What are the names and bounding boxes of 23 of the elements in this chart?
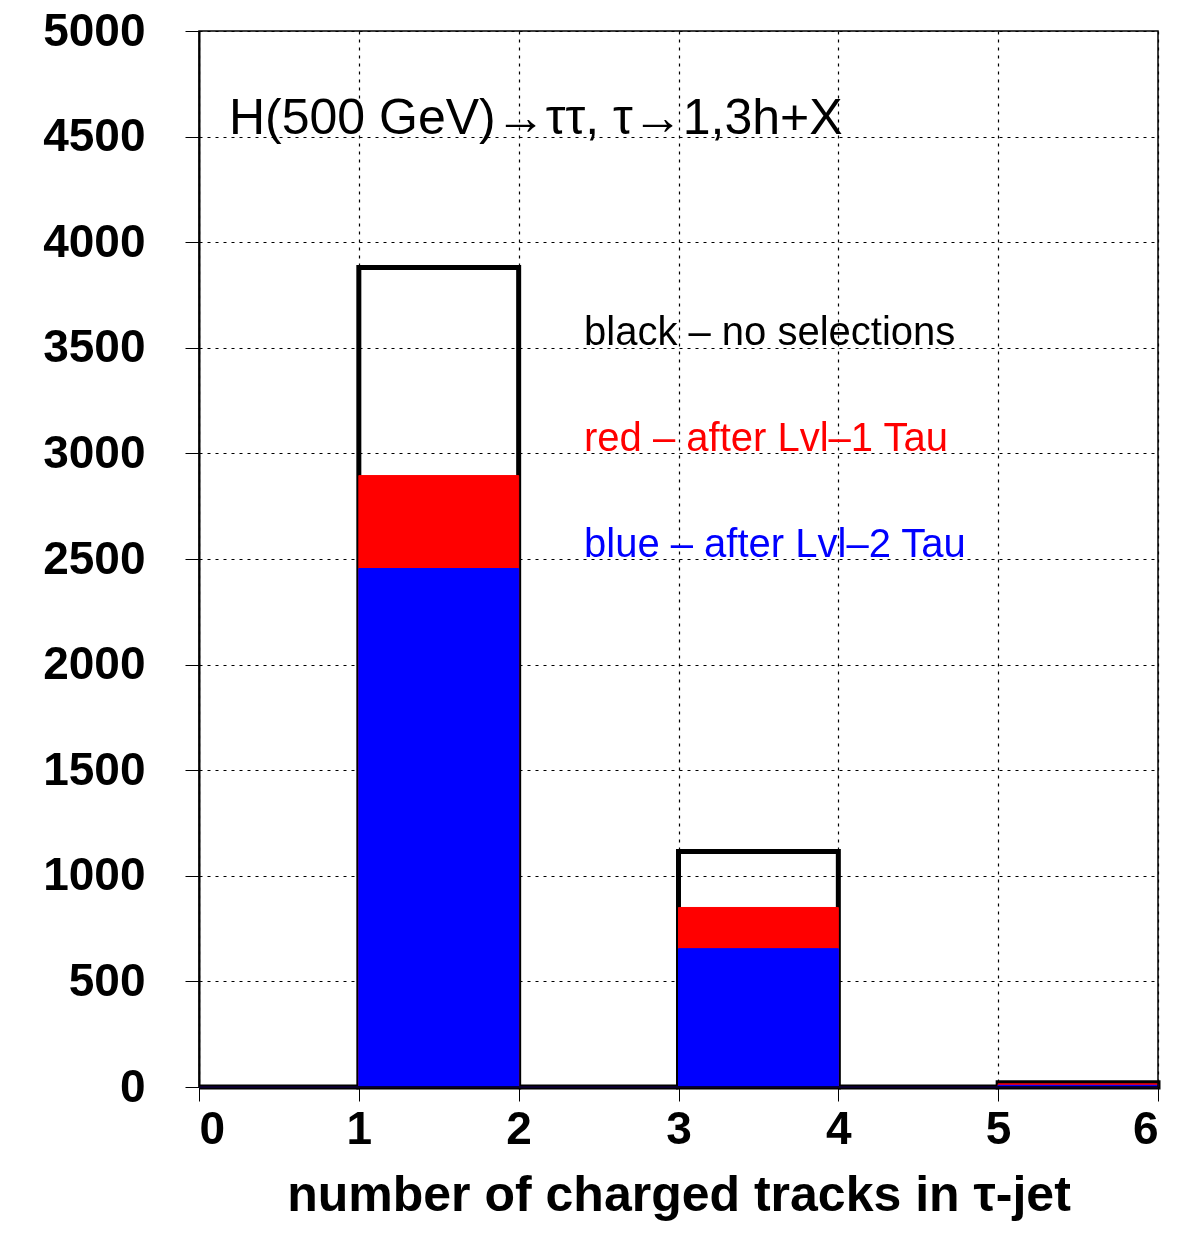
y-tick-label: 4000: [43, 214, 146, 267]
x-tick-label: 3: [666, 1101, 692, 1154]
x-tick-label: 0: [199, 1101, 226, 1154]
series-label: red – after Lvl–1 Tau: [584, 415, 948, 459]
series-label: black – no selections: [584, 309, 956, 353]
series-label: blue – after Lvl–2 Tau: [584, 521, 966, 565]
x-tick-label: 6: [1132, 1101, 1159, 1154]
y-tick-label: 4500: [43, 109, 146, 162]
x-tick-label: 4: [826, 1101, 853, 1154]
y-tick-label: 1500: [43, 742, 146, 795]
y-tick-label: 2000: [43, 637, 146, 690]
y-tick-label: 5000: [43, 3, 146, 56]
x-tick-label: 2: [506, 1101, 532, 1154]
y-tick-label: 500: [68, 953, 146, 1006]
x-tick-label: 1: [346, 1101, 373, 1154]
x-tick-label: 5: [985, 1101, 1012, 1154]
y-tick-label: 1000: [43, 848, 146, 901]
y-tick-label: 0: [119, 1059, 146, 1112]
text: H(500 GeV)→ττ, τ→1,3h+X: [229, 89, 843, 145]
y-tick-label: 2500: [43, 531, 146, 584]
y-tick-label: 3500: [43, 320, 146, 373]
x-axis-title: number of charged tracks in τ-jet: [287, 1165, 1072, 1222]
y-tick-label: 3000: [43, 425, 146, 478]
